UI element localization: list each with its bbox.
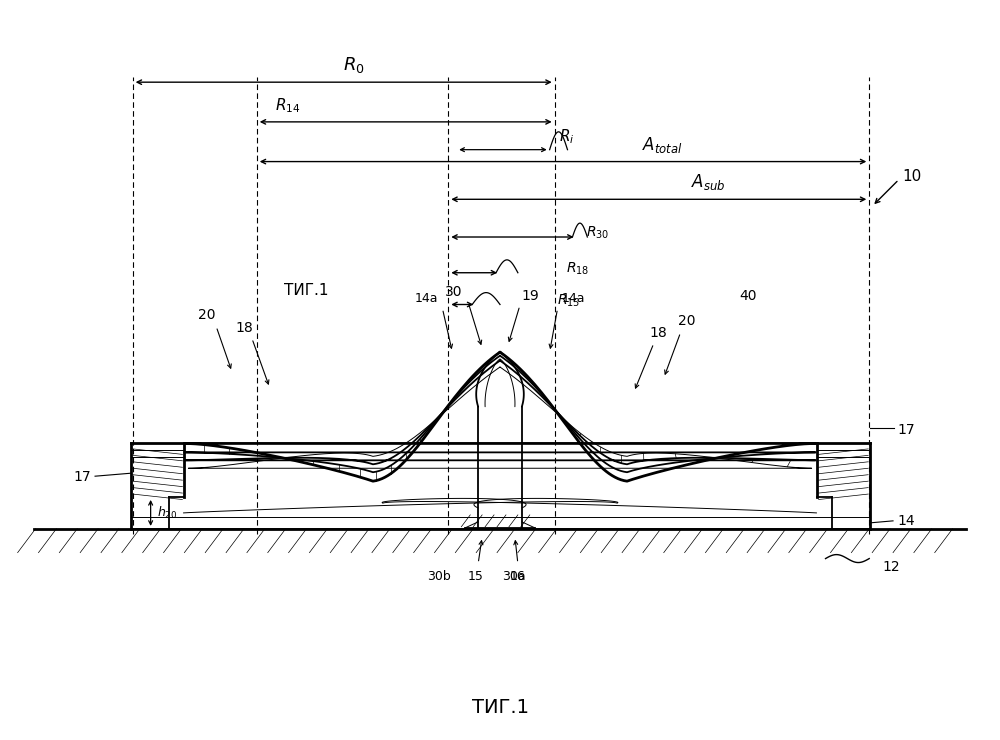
Text: $R_{15}$: $R_{15}$: [557, 292, 580, 309]
Text: $A_{total}$: $A_{total}$: [642, 135, 683, 155]
Text: $A_{sub}$: $A_{sub}$: [691, 172, 726, 192]
Text: ΤИГ.1: ΤИГ.1: [284, 283, 328, 298]
Text: $h_{20}$: $h_{20}$: [157, 505, 177, 521]
Text: 30b: 30b: [427, 571, 450, 583]
Text: 14a: 14a: [562, 292, 585, 306]
Text: $R_{30}$: $R_{30}$: [586, 225, 610, 241]
Text: 16: 16: [510, 571, 526, 583]
Text: 17: 17: [897, 423, 915, 437]
Text: $R_{18}$: $R_{18}$: [566, 260, 590, 277]
Text: 17: 17: [73, 470, 91, 484]
Text: ΤИГ.1: ΤИГ.1: [472, 698, 529, 717]
Text: 18: 18: [235, 321, 253, 335]
Text: 15: 15: [467, 571, 483, 583]
Text: 14: 14: [897, 514, 915, 528]
Text: 19: 19: [522, 289, 540, 303]
Text: $R_0$: $R_0$: [343, 56, 364, 75]
Text: 30: 30: [445, 285, 462, 298]
Text: 30a: 30a: [502, 571, 526, 583]
Text: 18: 18: [650, 326, 668, 340]
Text: 12: 12: [882, 559, 900, 574]
Text: 20: 20: [198, 309, 216, 323]
Text: 10: 10: [902, 169, 921, 184]
Text: $R_{14}$: $R_{14}$: [275, 96, 300, 115]
Text: 14a: 14a: [415, 292, 438, 306]
Text: 40: 40: [739, 289, 757, 303]
Text: 20: 20: [678, 314, 695, 329]
Text: $R_i$: $R_i$: [559, 127, 574, 146]
